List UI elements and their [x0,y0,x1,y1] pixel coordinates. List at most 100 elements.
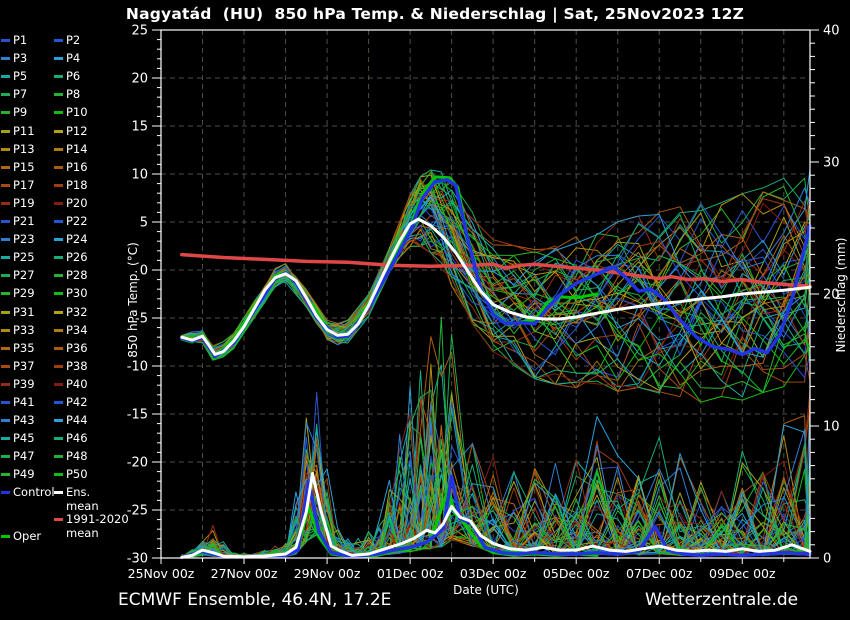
legend-item-p28-swatch [54,274,63,278]
control-precip-line [180,474,812,560]
legend-item-p4-label: P4 [66,51,81,66]
legend-item-p8-swatch [54,93,63,97]
legend-item-p18-swatch [54,183,63,187]
legend-item-p15-swatch [1,165,10,169]
x-tick-label: 29Nov 00z [294,566,361,581]
legend-item-p9-swatch [1,111,10,115]
y-left-tick-label: -15 [127,408,148,423]
legend-item-p25-label: P25 [13,250,35,265]
legend-item-p17-swatch [1,183,10,187]
legend-item-climate-mean-swatch [54,518,63,521]
legend-item-p37-swatch [1,364,10,368]
legend-item-p23-label: P23 [13,232,35,247]
y-left-tick-label: 25 [131,24,148,39]
legend-item-p29-label: P29 [13,286,35,301]
y-left-tick-label: -10 [127,360,148,375]
legend-item-p40-swatch [54,382,63,386]
y-right-tick-label: 40 [823,24,840,39]
main-series [180,175,812,560]
legend-item-p7-label: P7 [13,87,28,102]
legend-item-p35-swatch [1,346,10,350]
legend-item-p36-swatch [54,346,63,350]
x-axis-title: Date (UTC) [453,583,519,597]
legend-item-p19-swatch [1,201,10,205]
x-tick-label: 09Dec 00z [709,566,776,581]
legend-item-p30-swatch [54,292,63,296]
legend-item-p45-swatch [1,437,10,441]
legend-item-p16-swatch [54,165,63,169]
legend-item-p1-label: P1 [13,33,28,47]
legend-item-p25-swatch [1,256,10,260]
legend-item-oper-label: Oper [13,529,42,543]
legend-item-p10-swatch [54,111,63,115]
legend-item-p50-label: P50 [66,467,88,482]
legend-item-p23-swatch [1,238,10,242]
legend-item-p24-label: P24 [66,232,88,247]
legend-item-p2-swatch [54,39,63,42]
y-left-tick-label: -25 [127,504,148,519]
x-tick-label: 05Dec 00z [543,566,610,581]
legend-item-p42-label: P42 [66,395,88,409]
legend-item-p14-label: P14 [66,141,88,156]
y-left-tick-label: -30 [127,552,148,567]
legend-item-p15-label: P15 [13,159,35,174]
legend-item-p41-label: P41 [13,395,35,409]
y-left-tick-label: -20 [127,456,148,471]
y-right-tick-label: 10 [823,420,840,435]
legend-item-p13-swatch [1,147,10,151]
legend-item-p39-swatch [1,382,10,386]
x-tick-label: 01Dec 00z [377,566,444,581]
legend-item-p49-label: P49 [13,467,35,482]
legend-item-p50-swatch [54,473,63,477]
legend-item-p5-swatch [1,75,10,79]
legend-item-p10-label: P10 [66,105,88,120]
x-tick-label: 07Dec 00z [626,566,693,581]
legend-item-p8-label: P8 [66,87,81,102]
legend-item-p13-label: P13 [13,141,35,156]
legend-item-p18-label: P18 [66,177,88,192]
legend-item-p4-swatch [54,57,63,61]
ens-mean-precip-line [180,472,812,559]
legend-item-p22-swatch [54,220,63,223]
legend-item-p46-swatch [54,437,63,441]
legend-item-p27-swatch [1,274,10,278]
legend-item-p16-label: P16 [66,159,88,174]
legend-item-ens-mean-swatch [54,491,63,494]
legend-item-p34-swatch [54,328,63,332]
x-tick-label: 25Nov 00z [128,566,195,581]
legend-item-p37-label: P37 [13,358,35,373]
y-right-tick-label: 0 [823,552,831,567]
legend-item-p17-label: P17 [13,177,35,192]
legend-item-p48-label: P48 [66,449,88,464]
ensemble-members-temp [181,169,811,403]
legend-item-p42-swatch [54,401,63,404]
legend-item-p9-label: P9 [13,105,28,120]
chart-title: Nagyatád (HU) 850 hPa Temp. & Niederschl… [125,5,745,23]
legend-item-p35-label: P35 [13,340,35,355]
y-right-tick-label: 20 [823,288,840,303]
legend-item-p21-swatch [1,220,10,223]
y-left-tick-label: 0 [140,264,148,279]
member-temp-line [181,169,811,361]
left-axis-title: 850 hPa Temp. (°C) [126,242,140,358]
legend-item-p32-label: P32 [66,304,88,319]
legend-item-p45-label: P45 [13,431,35,446]
legend-item-p26-label: P26 [66,250,88,265]
legend-item-p31-label: P31 [13,304,35,319]
legend: P1 P2 P3 P4 P5 P6 P7 P8 P9 P10 P11 P12 P13 P14 P15 P16 P… [0,0,148,620]
legend-item-p32-swatch [54,310,63,314]
legend-item-p27-label: P27 [13,268,35,283]
y-left-tick-label: 10 [131,168,148,183]
climate-mean-temp-line [180,252,812,289]
legend-item-p31-swatch [1,310,10,314]
x-tick-label: 27Nov 00z [211,566,278,581]
legend-item-p12-label: P12 [66,123,88,138]
legend-item-p2-label: P2 [66,33,81,47]
y-left-tick-label: 5 [140,216,148,231]
legend-item-p43-label: P43 [13,413,35,428]
y-right-tick-label: 30 [823,156,840,171]
legend-item-p40-label: P40 [66,376,88,391]
legend-item-p30-label: P30 [66,286,88,301]
legend-item-p47-swatch [1,455,10,459]
